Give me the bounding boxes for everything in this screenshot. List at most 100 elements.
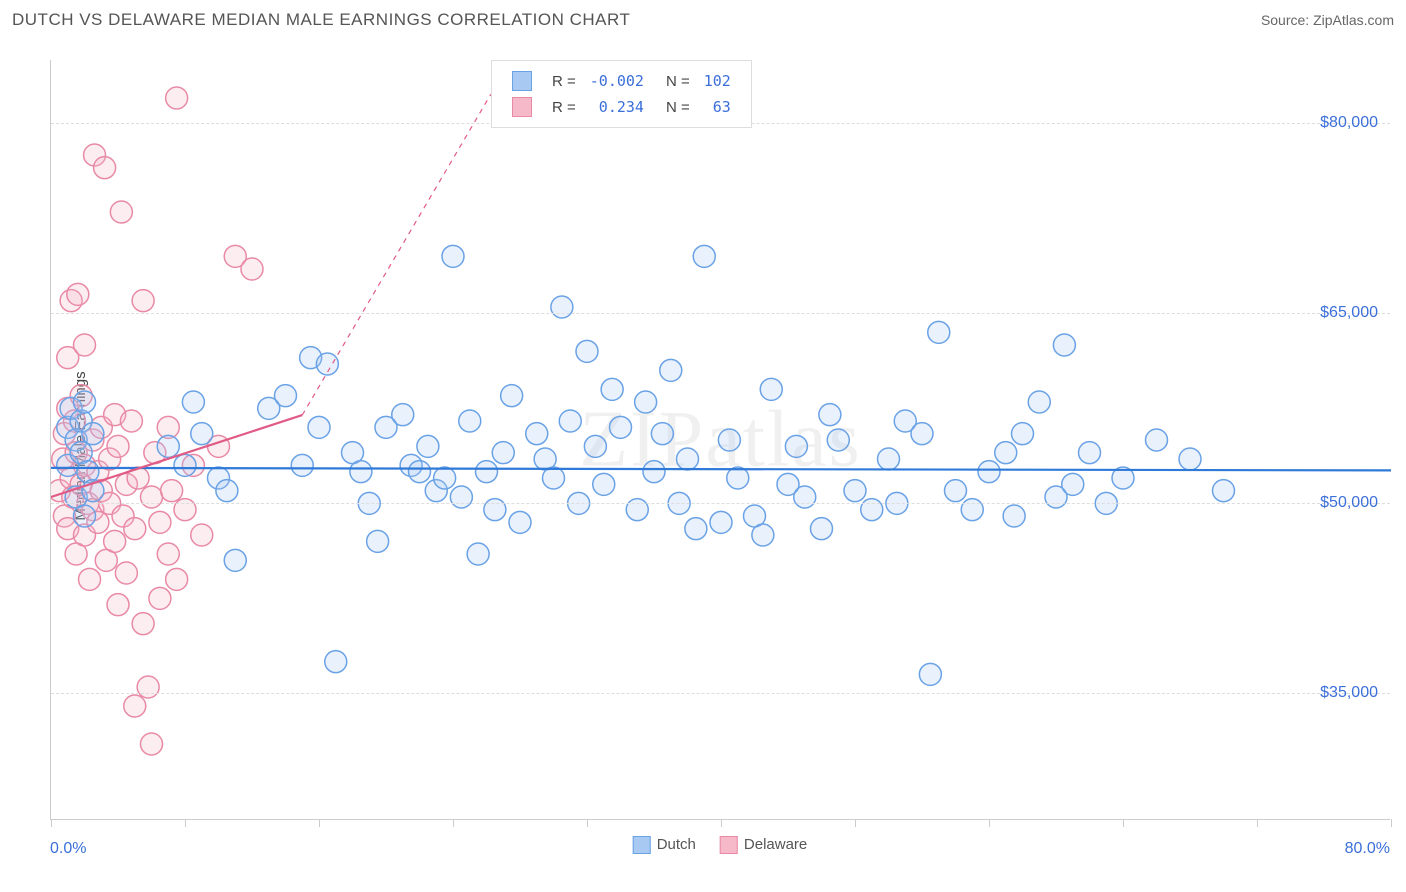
dutch-point [945,480,967,502]
dutch-point [827,429,849,451]
dutch-point [74,505,96,527]
dutch-point [1213,480,1235,502]
legend-item-dutch: Dutch [633,836,696,854]
legend: Dutch Delaware [633,836,808,854]
dutch-point [1179,448,1201,470]
dutch-point [543,467,565,489]
dutch-point [291,454,313,476]
dutch-point [74,391,96,413]
dutch-point [1079,442,1101,464]
dutch-point [191,423,213,445]
footer-bar: 0.0% Dutch Delaware 80.0% [50,826,1390,866]
dutch-point [417,435,439,457]
delaware-swatch [720,836,738,854]
dutch-point [635,391,657,413]
dutch-point [484,499,506,521]
dutch-point [785,435,807,457]
dutch-point [819,404,841,426]
dutch-point [442,245,464,267]
legend-label: Delaware [744,836,807,853]
dutch-point [559,410,581,432]
stats-row-dutch: R =-0.002N =102 [506,69,737,93]
delaware-point [120,410,142,432]
plot-area: ZIPatlas $35,000$50,000$65,000$80,000 R … [50,60,1390,820]
delaware-point [110,201,132,223]
dutch-point [710,511,732,533]
gridline [51,313,1390,314]
delaware-point [79,568,101,590]
delaware-point [74,334,96,356]
delaware-point [166,568,188,590]
delaware-point [107,594,129,616]
title-bar: DUTCH VS DELAWARE MEDIAN MALE EARNINGS C… [12,10,1394,38]
dutch-R-value: -0.002 [584,69,650,93]
dutch-point [467,543,489,565]
dutch-point [752,524,774,546]
dutch-point [392,404,414,426]
dutch-N-value: 102 [698,69,737,93]
source-label: Source: ZipAtlas.com [1261,12,1394,28]
dutch-point [1053,334,1075,356]
dutch-point [760,378,782,400]
dutch-point [643,461,665,483]
dutch-point [174,454,196,476]
dutch-point [576,340,598,362]
dutch-point [492,442,514,464]
dutch-point [551,296,573,318]
delaware-point [174,499,196,521]
delaware-point [124,695,146,717]
dutch-point [878,448,900,470]
delaware-point [149,587,171,609]
dutch-point [1146,429,1168,451]
dutch-swatch [633,836,651,854]
dutch-point [593,473,615,495]
dutch-point [509,511,531,533]
dutch-point [1062,473,1084,495]
dutch-point [978,461,1000,483]
dutch-point [794,486,816,508]
delaware-point [124,518,146,540]
dutch-point [584,435,606,457]
dutch-point [1003,505,1025,527]
dutch-point [308,416,330,438]
dutch-point [476,461,498,483]
delaware-point [137,676,159,698]
delaware-N-value: 63 [698,95,737,119]
x-axis-min-label: 0.0% [50,840,86,858]
dutch-point [350,461,372,483]
dutch-point [450,486,472,508]
scatter-chart [51,60,1391,820]
dutch-point [693,245,715,267]
dutch-point [82,423,104,445]
dutch-point [275,385,297,407]
delaware-point [157,543,179,565]
y-tick-label: $65,000 [1320,304,1378,322]
legend-label: Dutch [657,836,696,853]
delaware-point [132,613,154,635]
dutch-point [224,549,246,571]
delaware-point [104,530,126,552]
dutch-point [325,651,347,673]
y-tick-label: $50,000 [1320,494,1378,512]
dutch-point [727,467,749,489]
x-tick [1391,819,1392,827]
dutch-point [610,416,632,438]
delaware-R-value: 0.234 [584,95,650,119]
gridline [51,693,1390,694]
stats-row-delaware: R =0.234N =63 [506,95,737,119]
delaware-point [132,290,154,312]
dutch-point [1028,391,1050,413]
delaware-point [241,258,263,280]
delaware-point [166,87,188,109]
x-axis-max-label: 80.0% [1345,840,1390,858]
dutch-point [961,499,983,521]
legend-item-delaware: Delaware [720,836,807,854]
dutch-point [626,499,648,521]
dutch-swatch [512,71,532,91]
dutch-point [811,518,833,540]
dutch-point [995,442,1017,464]
dutch-point [844,480,866,502]
dutch-point [501,385,523,407]
delaware-point [161,480,183,502]
dutch-point [367,530,389,552]
